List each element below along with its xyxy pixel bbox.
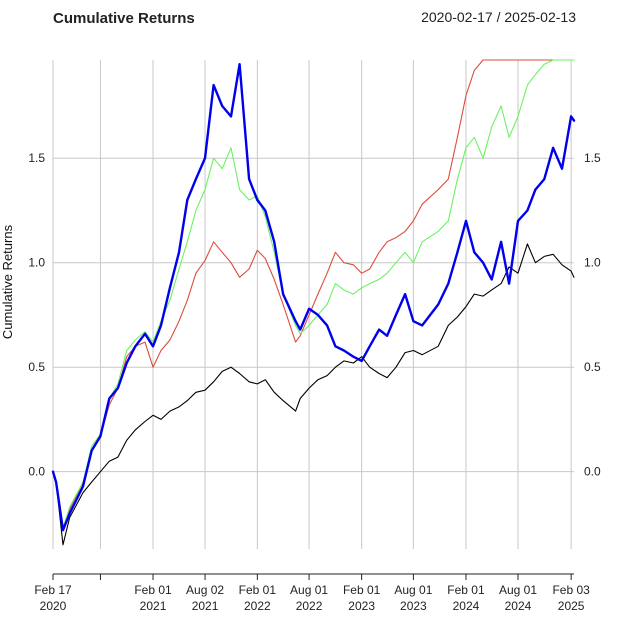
- x-tick-label: Feb 01: [239, 583, 277, 597]
- y-tick-label-right: 1.5: [584, 151, 601, 165]
- x-tick-year-label: 2020: [40, 599, 67, 613]
- y-axis-label: Cumulative Returns: [0, 224, 15, 339]
- x-tick-label: Feb 17: [34, 583, 72, 597]
- y-tick-label-left: 0.0: [28, 465, 45, 479]
- y-tick-label-right: 1.0: [584, 256, 601, 270]
- y-tick-label-left: 0.5: [28, 360, 45, 374]
- x-tick-year-label: 2022: [244, 599, 271, 613]
- x-tick-year-label: 2022: [296, 599, 323, 613]
- y-tick-label-right: 0.0: [584, 465, 601, 479]
- x-tick-year-label: 2023: [400, 599, 427, 613]
- y-tick-label-left: 1.0: [28, 256, 45, 270]
- x-tick-label: Aug 01: [290, 583, 328, 597]
- date-range-label: 2020-02-17 / 2025-02-13: [421, 9, 576, 25]
- axes: 0.0 0.0 0.5 0.5 1.0 1.0 1.5 1.5 Feb 17 2020 Feb 01…: [28, 151, 601, 613]
- series-line-1: [52, 243, 575, 546]
- x-tick-year-label: 2024: [453, 599, 480, 613]
- x-tick-label: Feb 01: [343, 583, 381, 597]
- series-line-4: [51, 62, 576, 532]
- x-tick-year-label: 2024: [505, 599, 532, 613]
- x-tick-label: Feb 01: [447, 583, 485, 597]
- series-line-3: [52, 59, 575, 529]
- x-tick-year-label: 2021: [140, 599, 167, 613]
- x-tick-label: Aug 02: [186, 583, 224, 597]
- series-line-2: [52, 59, 575, 531]
- series-group: [51, 59, 576, 546]
- grid: [52, 60, 574, 549]
- x-tick-year-label: 2023: [348, 599, 375, 613]
- x-tick-year-label: 2025: [558, 599, 585, 613]
- x-tick-label: Feb 01: [134, 583, 172, 597]
- y-tick-label-left: 1.5: [28, 151, 45, 165]
- x-tick-year-label: 2021: [192, 599, 219, 613]
- x-tick-label: Aug 01: [394, 583, 432, 597]
- y-tick-label-right: 0.5: [584, 360, 601, 374]
- chart-title: Cumulative Returns: [53, 10, 195, 27]
- x-tick-label: Feb 03: [552, 583, 590, 597]
- x-tick-label: Aug 01: [499, 583, 537, 597]
